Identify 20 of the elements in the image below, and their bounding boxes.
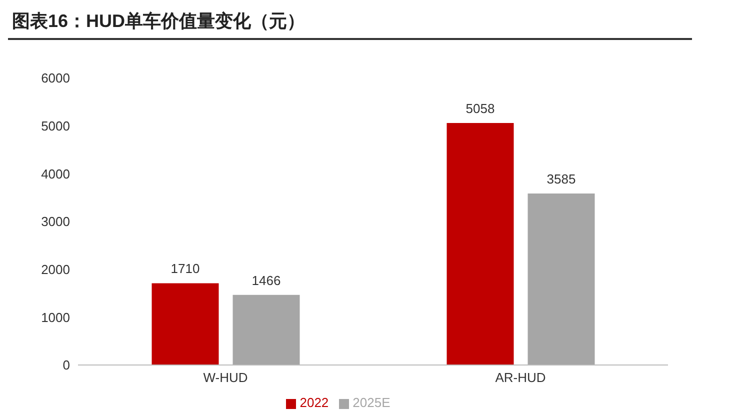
chart-title: 图表16：HUD单车价值量变化（元） — [8, 8, 692, 40]
bar — [528, 194, 595, 365]
y-tick-label: 3000 — [41, 214, 70, 230]
data-label: 5058 — [466, 101, 495, 116]
bar — [446, 123, 514, 365]
y-tick-label: 6000 — [41, 70, 70, 86]
x-tick-label: AR-HUD — [495, 370, 546, 386]
y-tick-label: 1000 — [41, 310, 70, 325]
y-tick-label: 4000 — [41, 166, 70, 182]
data-label: 1466 — [252, 272, 281, 288]
bar — [232, 294, 300, 365]
y-tick-label: 0 — [62, 358, 70, 373]
legend-label: 2022 — [300, 395, 329, 410]
data-label: 1710 — [170, 261, 200, 276]
legend-label: 2025E — [352, 395, 390, 410]
x-tick-label: W-HUD — [203, 370, 248, 386]
y-tick-label: 2000 — [41, 262, 70, 277]
bar — [152, 283, 219, 365]
y-tick-label: 5000 — [41, 118, 70, 134]
data-label: 3585 — [546, 172, 576, 187]
